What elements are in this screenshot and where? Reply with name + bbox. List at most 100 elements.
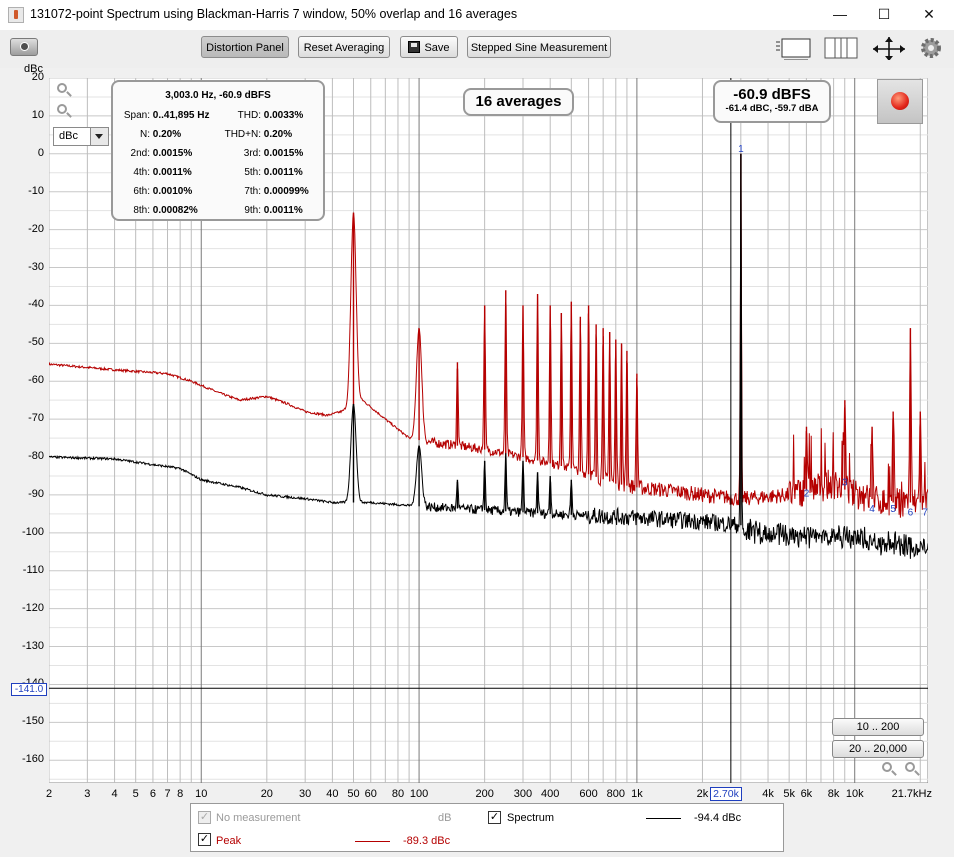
series-layer xyxy=(49,153,928,559)
zoom-in-y-icon[interactable] xyxy=(57,83,67,93)
y-tick-label: -120 xyxy=(21,601,44,614)
info-label: 7th: xyxy=(244,186,261,197)
info-value: 0..41,895 Hz xyxy=(152,110,210,121)
x-tick-label: 8 xyxy=(177,788,184,800)
camera-icon[interactable] xyxy=(10,38,38,56)
y-tick-label: -30 xyxy=(28,260,44,273)
harmonic-marker-5: 5 xyxy=(890,504,896,515)
x-tick-label: 21.7kHz xyxy=(891,788,932,800)
y-cursor-value[interactable]: -141.0 xyxy=(11,683,47,696)
x-tick-label: 600 xyxy=(579,788,598,800)
y-tick-label: -160 xyxy=(21,753,44,766)
harmonic-marker-3: 3 xyxy=(842,477,848,488)
info-label: 2nd: xyxy=(130,148,150,159)
gear-icon[interactable] xyxy=(919,36,945,60)
info-value: 0.00082% xyxy=(152,205,198,216)
y-tick-label: 10 xyxy=(31,108,44,121)
minimize-button[interactable]: — xyxy=(833,6,847,22)
x-tick-label: 2 xyxy=(45,788,53,800)
level-main: -60.9 dBFS xyxy=(733,86,811,103)
harmonic-marker-4: 4 xyxy=(869,504,875,515)
info-value: 0.0033% xyxy=(263,110,304,121)
info-label: THD: xyxy=(237,110,261,121)
info-label: 6th: xyxy=(133,186,150,197)
y-tick-label: -50 xyxy=(28,336,44,349)
info-row-right: 7th: 0.00099% xyxy=(217,186,309,197)
range-10-200-button[interactable]: 10 .. 200 xyxy=(832,718,924,736)
info-header: 3,003.0 Hz, -60.9 dBFS xyxy=(165,90,271,101)
x-tick-label: 800 xyxy=(606,788,625,800)
level-sub: -61.4 dBC, -59.7 dBA xyxy=(725,103,819,114)
no-measurement-unit: dB xyxy=(438,812,452,824)
zoom-in-x-icon[interactable] xyxy=(905,762,915,772)
x-tick-label: 200 xyxy=(475,788,494,800)
y-tick-label: -70 xyxy=(28,412,44,425)
info-value: 0.00099% xyxy=(263,186,309,197)
unit-select-value: dBc xyxy=(59,130,78,142)
peak-checkbox[interactable]: ✓ xyxy=(198,833,211,846)
info-row-right: 9th: 0.0011% xyxy=(217,205,302,216)
x-tick-label: 30 xyxy=(299,788,312,800)
chevron-down-icon[interactable] xyxy=(90,128,108,145)
info-value: 0.0015% xyxy=(263,148,304,159)
info-row-right: THD: 0.0033% xyxy=(217,110,304,121)
distortion-info-panel: 3,003.0 Hz, -60.9 dBFS Span: 0..41,895 H… xyxy=(111,80,325,221)
info-row-right: 5th: 0.0011% xyxy=(217,167,303,178)
y-tick-label: -40 xyxy=(28,298,44,311)
info-value: 0.20% xyxy=(152,129,182,140)
save-label: Save xyxy=(424,42,450,54)
fit-axes-icon[interactable] xyxy=(870,36,910,60)
x-tick-label: 3 xyxy=(84,788,91,800)
peak-swatch xyxy=(355,841,390,842)
save-icon xyxy=(408,41,421,53)
zoom-out-x-icon[interactable] xyxy=(882,762,892,772)
harmonic-marker-1: 1 xyxy=(738,144,744,155)
harmonic-marker-6: 6 xyxy=(908,508,914,519)
info-label: 9th: xyxy=(244,205,261,216)
maximize-button[interactable]: ☐ xyxy=(877,6,891,22)
level-readout: -60.9 dBFS -61.4 dBC, -59.7 dBA xyxy=(713,80,831,123)
unit-select[interactable]: dBc xyxy=(53,127,109,146)
zoom-out-y-icon[interactable] xyxy=(57,104,67,114)
reset-averaging-button[interactable]: Reset Averaging xyxy=(298,36,390,58)
spectrum-label: Spectrum xyxy=(507,812,555,824)
info-value: 0.0011% xyxy=(152,167,192,178)
save-button[interactable]: Save xyxy=(400,36,458,58)
x-tick-label: 4 xyxy=(111,788,118,800)
info-value: 0.0011% xyxy=(263,167,303,178)
x-tick-label: 400 xyxy=(541,788,560,800)
close-button[interactable]: ✕ xyxy=(923,6,935,22)
x-tick-label: 8k xyxy=(827,788,840,800)
window-title: 131072-point Spectrum using Blackman-Har… xyxy=(30,7,518,21)
info-label: 8th: xyxy=(133,205,150,216)
distortion-panel-button[interactable]: Distortion Panel xyxy=(201,36,289,58)
x-tick-label: 100 xyxy=(409,788,429,800)
record-button[interactable] xyxy=(877,79,923,124)
y-tick-label: -150 xyxy=(21,715,44,728)
info-label: 5th: xyxy=(244,167,261,178)
x-tick-label: 20 xyxy=(260,788,273,800)
x-tick-label: 7 xyxy=(164,788,171,800)
y-tick-label: -110 xyxy=(22,563,44,576)
columns-icon[interactable] xyxy=(823,36,861,60)
x-tick-label: 50 xyxy=(347,788,360,800)
x-tick-label: 1k xyxy=(631,788,643,800)
x-tick-label: 5k xyxy=(783,788,795,800)
info-label: Span: xyxy=(123,110,150,121)
y-tick-label: -60 xyxy=(28,374,44,387)
x-tick-label: 4k xyxy=(762,788,774,800)
spectrum-checkbox[interactable]: ✓ xyxy=(488,811,501,824)
x-tick-label: 5 xyxy=(132,788,139,800)
range-20-20000-button[interactable]: 20 .. 20,000 xyxy=(832,740,924,758)
y-tick-label: 0 xyxy=(37,146,44,159)
spectrum-line xyxy=(49,153,928,559)
stepped-sine-button[interactable]: Stepped Sine Measurement xyxy=(467,36,611,58)
info-row-left: 8th: 0.00082% xyxy=(117,205,198,216)
harmonic-marker-2: 2 xyxy=(804,489,810,500)
info-row-left: Span: 0..41,895 Hz xyxy=(117,110,210,121)
x-cursor-value[interactable]: 2.70k xyxy=(710,787,742,801)
y-tick-label: -20 xyxy=(28,222,44,235)
info-label: 4th: xyxy=(133,167,150,178)
y-tick-label: -10 xyxy=(28,184,44,197)
graph-layout-icon[interactable] xyxy=(774,36,814,60)
